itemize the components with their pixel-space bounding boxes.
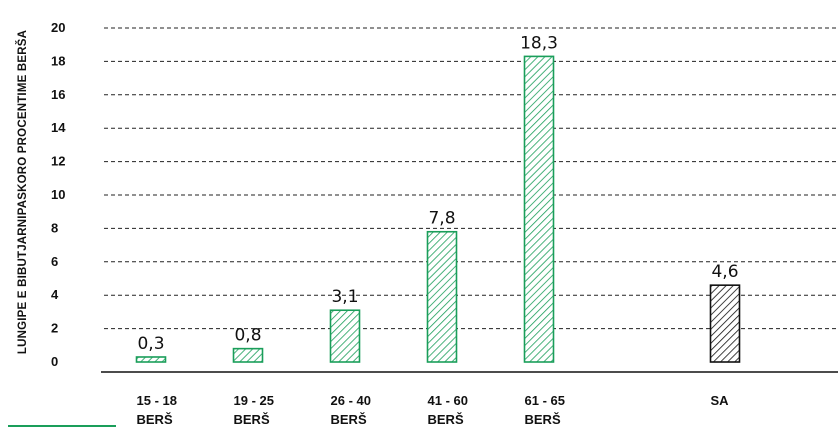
x-category-label: BERŠ — [137, 412, 173, 427]
data-label: 4,6 — [711, 262, 738, 282]
bar — [329, 309, 361, 363]
x-category-label: 61 - 65 — [525, 393, 565, 408]
bar — [709, 284, 741, 363]
y-tick-label: 6 — [51, 254, 58, 269]
data-label: 3,1 — [331, 287, 358, 307]
bar — [523, 55, 555, 363]
bars — [135, 55, 741, 363]
y-tick-label: 2 — [51, 321, 58, 336]
y-axis-ticks: 0 2 4 6 8 10 12 14 16 18 20 — [51, 20, 66, 369]
y-tick-label: 14 — [51, 120, 66, 135]
data-label: 18,3 — [520, 33, 558, 53]
y-tick-label: 12 — [51, 154, 65, 169]
bar — [426, 230, 458, 363]
y-tick-label: 20 — [51, 20, 65, 35]
x-category-label: BERŠ — [331, 412, 367, 427]
y-tick-label: 8 — [51, 220, 58, 235]
y-tick-label: 10 — [51, 187, 65, 202]
data-label: 0,3 — [137, 334, 164, 354]
gridlines — [104, 27, 838, 330]
data-label: 0,8 — [234, 326, 261, 346]
bar — [135, 356, 167, 363]
y-tick-label: 18 — [51, 53, 65, 68]
x-category-label: 19 - 25 — [234, 393, 274, 408]
x-category-label: BERŠ — [234, 412, 270, 427]
x-category-label: 15 - 18 — [137, 393, 177, 408]
y-axis-title: LUNGIPE E BIBUTJARNIPASKORO PROCENTIME B… — [16, 30, 29, 354]
y-tick-label: 16 — [51, 87, 65, 102]
x-axis-categories: 15 - 18 BERŠ 19 - 25 BERŠ 26 - 40 BERŠ 41 - 60… — [137, 393, 730, 427]
y-tick-label: 4 — [51, 287, 59, 302]
x-category-label: BERŠ — [428, 412, 464, 427]
data-labels: 0,3 0,8 3,1 7,8 18,3 4,6 — [137, 33, 738, 354]
bar — [232, 347, 264, 363]
x-category-label: 41 - 60 — [428, 393, 468, 408]
data-label: 7,8 — [428, 209, 455, 229]
x-category-label: 26 - 40 — [331, 393, 371, 408]
x-category-label: BERŠ — [525, 412, 561, 427]
y-tick-label: 0 — [51, 354, 58, 369]
x-category-label: SA — [711, 393, 730, 408]
